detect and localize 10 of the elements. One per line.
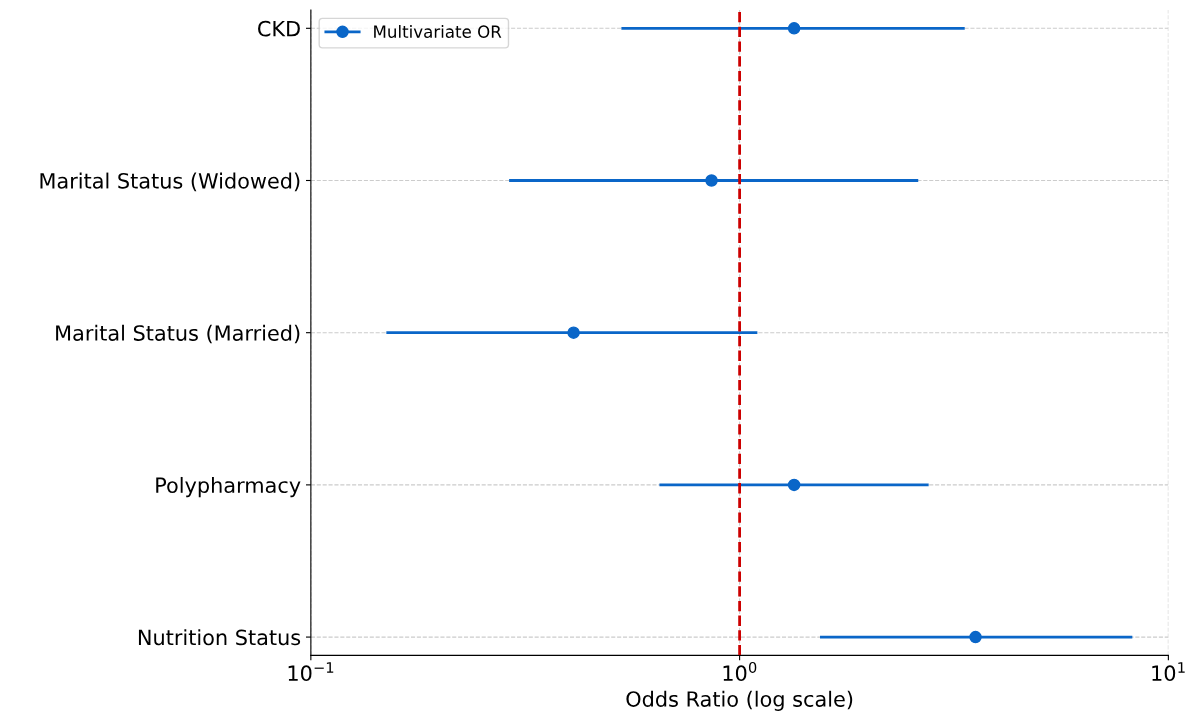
x-axis-title: Odds Ratio (log scale) bbox=[626, 690, 853, 711]
y-tick-label: Nutrition Status bbox=[138, 629, 301, 646]
y-tick-label: CKD bbox=[258, 20, 300, 37]
x-tick-label: 10$^{0}$ bbox=[723, 661, 757, 682]
y-tick-label: Marital Status (Married) bbox=[56, 324, 300, 344]
y-tick-label: Marital Status (Widowed) bbox=[40, 172, 300, 192]
legend-label: Multivariate OR bbox=[374, 25, 502, 38]
y-tick-label: Polypharmacy bbox=[156, 476, 301, 498]
x-tick-label: 10$^{−1}$ bbox=[288, 662, 334, 682]
x-tick-label: 10$^{1}$ bbox=[1152, 662, 1185, 682]
